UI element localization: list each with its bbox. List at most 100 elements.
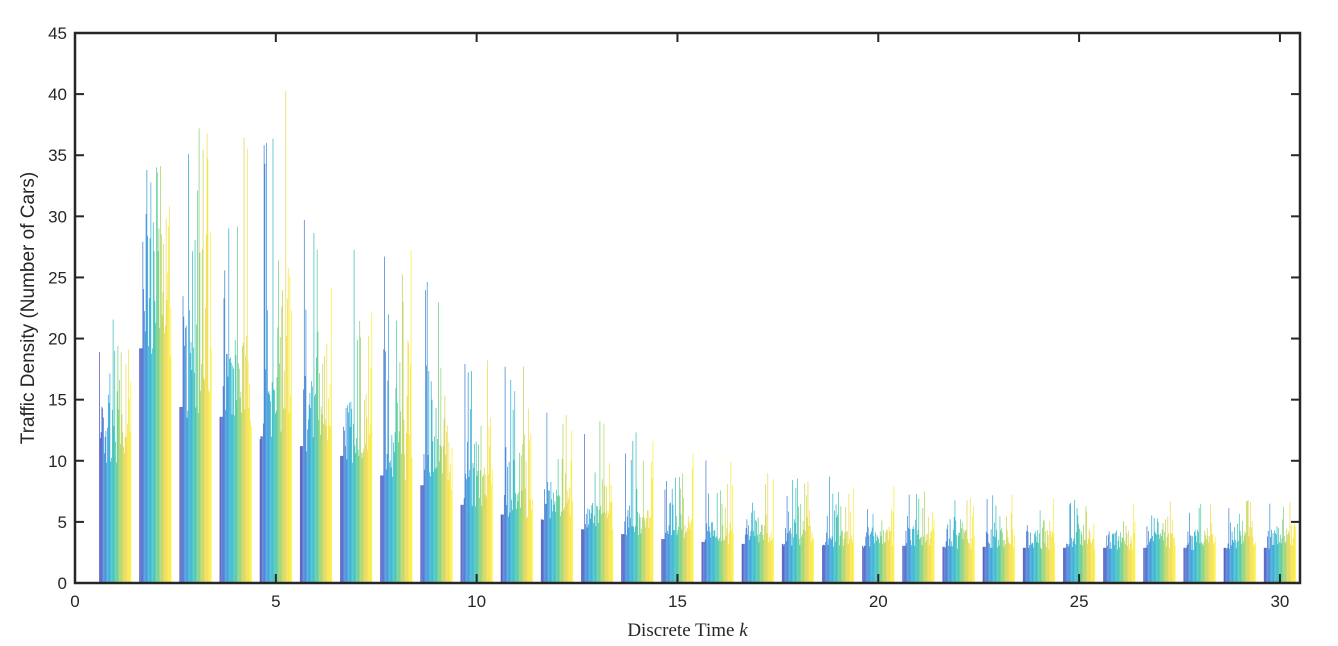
bar <box>1164 531 1165 583</box>
bar <box>181 407 182 583</box>
bar <box>952 529 954 583</box>
bar <box>525 461 527 583</box>
bar <box>550 481 552 583</box>
bar <box>794 522 796 583</box>
bar <box>909 529 911 583</box>
bar <box>891 509 892 583</box>
bar <box>808 525 810 583</box>
bar <box>266 310 268 583</box>
bar <box>1133 532 1135 583</box>
bar <box>986 499 988 583</box>
bar <box>308 404 310 583</box>
bar <box>838 492 839 583</box>
bar <box>601 514 602 583</box>
bar <box>717 538 719 583</box>
bar <box>595 526 597 583</box>
bar <box>568 498 569 583</box>
bar <box>287 298 288 583</box>
bar <box>953 516 955 583</box>
bar <box>803 529 805 583</box>
bar <box>491 469 493 583</box>
bar <box>438 461 440 583</box>
bar <box>117 345 119 583</box>
bar <box>916 493 917 583</box>
bar <box>186 417 188 583</box>
bar <box>434 468 436 583</box>
bar <box>364 399 365 583</box>
bar <box>643 517 645 583</box>
bar <box>1253 545 1255 583</box>
bar <box>344 430 345 583</box>
bar <box>130 381 132 583</box>
bar <box>629 505 630 583</box>
bar <box>989 547 991 583</box>
bar <box>932 528 934 583</box>
bar <box>226 354 227 583</box>
bar <box>892 511 894 583</box>
bar <box>542 519 544 583</box>
bar <box>275 413 276 583</box>
bar <box>924 491 925 583</box>
bar <box>318 420 320 583</box>
bar <box>287 268 289 583</box>
bar <box>585 524 586 583</box>
bar <box>562 423 564 583</box>
bar <box>1207 536 1209 583</box>
bar <box>673 529 675 583</box>
bar <box>436 467 438 583</box>
bar <box>755 520 757 583</box>
bar <box>299 446 301 583</box>
bar <box>502 514 504 583</box>
bar <box>871 531 872 583</box>
bar <box>326 344 328 583</box>
bar <box>147 235 149 583</box>
bar <box>343 426 345 583</box>
bar <box>850 511 851 583</box>
bar <box>156 167 157 583</box>
bar <box>729 522 731 583</box>
bar <box>356 438 357 583</box>
bar <box>480 425 482 583</box>
bar <box>1240 535 1242 583</box>
bar <box>888 526 890 583</box>
bar <box>471 370 472 583</box>
bar <box>108 402 110 583</box>
bar <box>948 545 949 583</box>
bar <box>913 529 915 583</box>
bar <box>965 530 966 583</box>
bar <box>1053 498 1055 583</box>
bar <box>634 531 635 583</box>
bar <box>1185 547 1186 583</box>
bar <box>1225 547 1227 583</box>
bar <box>906 543 908 583</box>
bar <box>352 423 354 583</box>
bar <box>636 489 638 583</box>
bar <box>481 506 483 583</box>
bar <box>969 543 970 583</box>
bar <box>988 542 990 583</box>
bar <box>462 504 464 583</box>
bar <box>701 541 703 583</box>
bar <box>479 498 480 583</box>
bar <box>1112 534 1114 583</box>
bar <box>1169 547 1170 583</box>
bar <box>793 519 795 583</box>
y-tick-label: 35 <box>48 146 67 165</box>
bar <box>450 489 452 583</box>
bar <box>398 431 400 583</box>
bar <box>1255 542 1256 583</box>
bar <box>1209 536 1210 583</box>
bar <box>781 543 783 583</box>
bar <box>475 506 476 583</box>
bar <box>1118 536 1120 583</box>
bar <box>523 366 524 583</box>
y-tick-label: 5 <box>58 513 67 532</box>
bar <box>149 238 151 583</box>
bar <box>383 349 385 583</box>
bar <box>235 355 237 583</box>
bar <box>866 532 867 583</box>
bar <box>1214 542 1215 583</box>
bar <box>765 514 767 583</box>
bar <box>1191 549 1193 583</box>
